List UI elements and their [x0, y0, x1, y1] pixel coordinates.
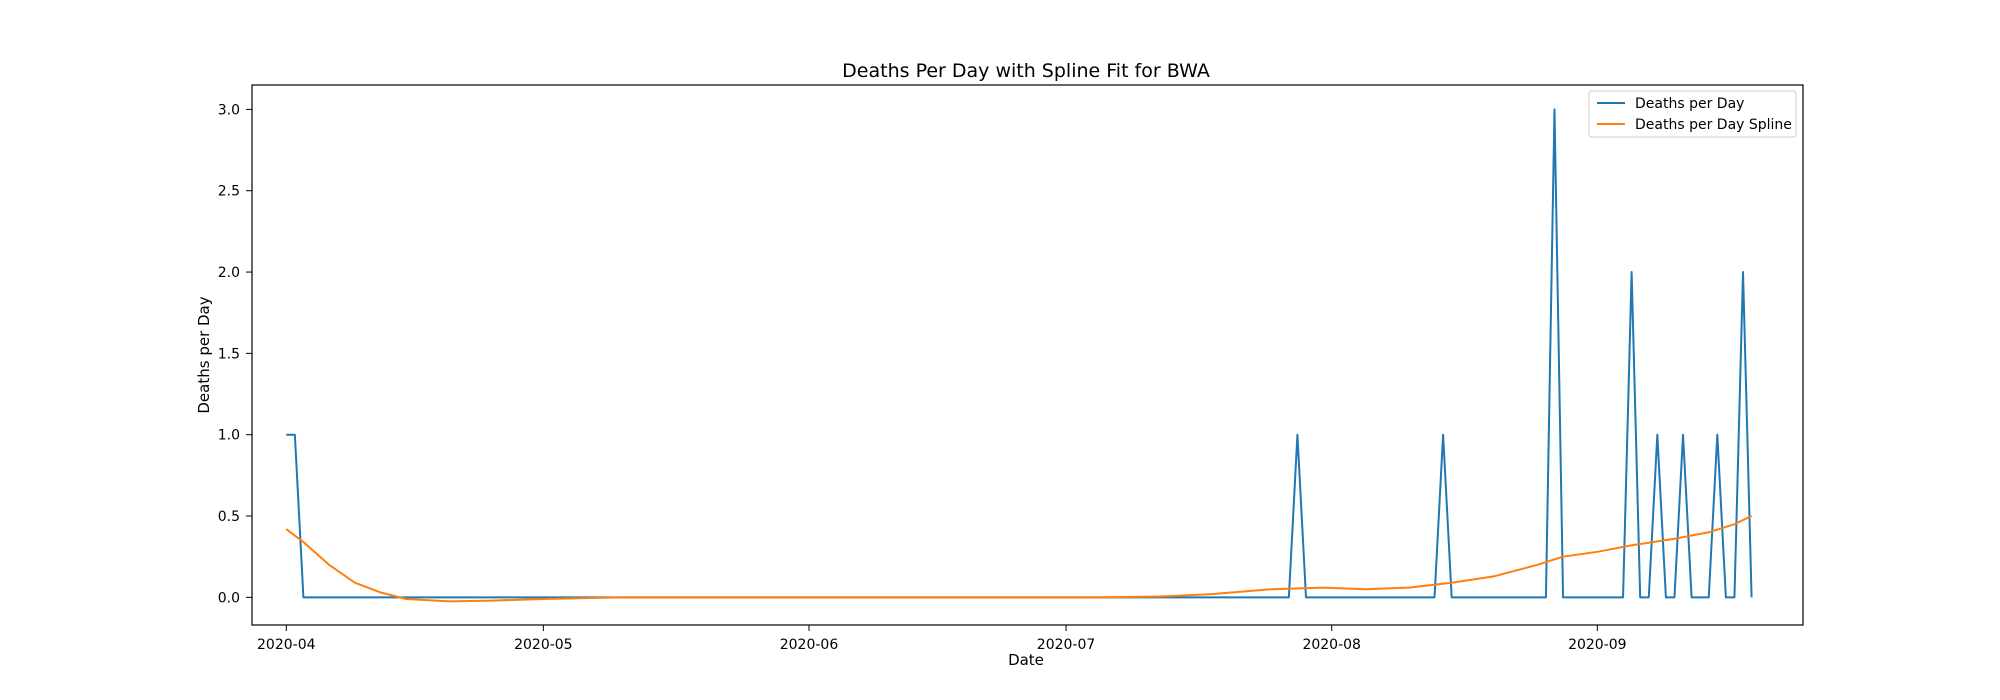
y-tick-label: 2.0 — [218, 265, 240, 281]
x-tick-label: 2020-04 — [257, 637, 316, 653]
y-tick-label: 0.0 — [218, 590, 240, 606]
legend: Deaths per Day Deaths per Day Spline — [1588, 90, 1797, 138]
y-axis: 0.0 0.5 1.0 1.5 2.0 2.5 3.0 — [218, 102, 252, 606]
legend-label-spline: Deaths per Day Spline — [1635, 117, 1792, 133]
x-tick-label: 2020-05 — [514, 637, 573, 653]
x-axis-label: Date — [1008, 651, 1044, 669]
x-tick-label: 2020-06 — [780, 637, 839, 653]
series-line-deaths-per-day-spline — [285, 515, 1753, 603]
legend-box — [1588, 90, 1797, 138]
x-tick-label: 2020-08 — [1302, 637, 1361, 653]
series-layer — [285, 108, 1753, 603]
series-line-deaths-per-day — [286, 108, 1753, 599]
x-tick-label: 2020-09 — [1568, 637, 1627, 653]
legend-label-deaths-per-day: Deaths per Day — [1635, 96, 1744, 112]
y-axis-label: Deaths per Day — [195, 296, 213, 413]
plot-frame — [251, 84, 1804, 626]
plot-area — [251, 84, 1804, 626]
y-tick-label: 2.5 — [218, 184, 240, 200]
y-tick-label: 0.5 — [218, 509, 240, 525]
chart-title: Deaths Per Day with Spline Fit for BWA — [842, 60, 1210, 82]
x-axis: 2020-04 2020-05 2020-06 2020-07 2020-08 2020-… — [257, 625, 1627, 653]
x-tick-label: 2020-07 — [1037, 637, 1096, 653]
y-tick-label: 1.0 — [218, 428, 240, 444]
y-tick-label: 1.5 — [218, 346, 240, 362]
y-tick-label: 3.0 — [218, 102, 240, 118]
